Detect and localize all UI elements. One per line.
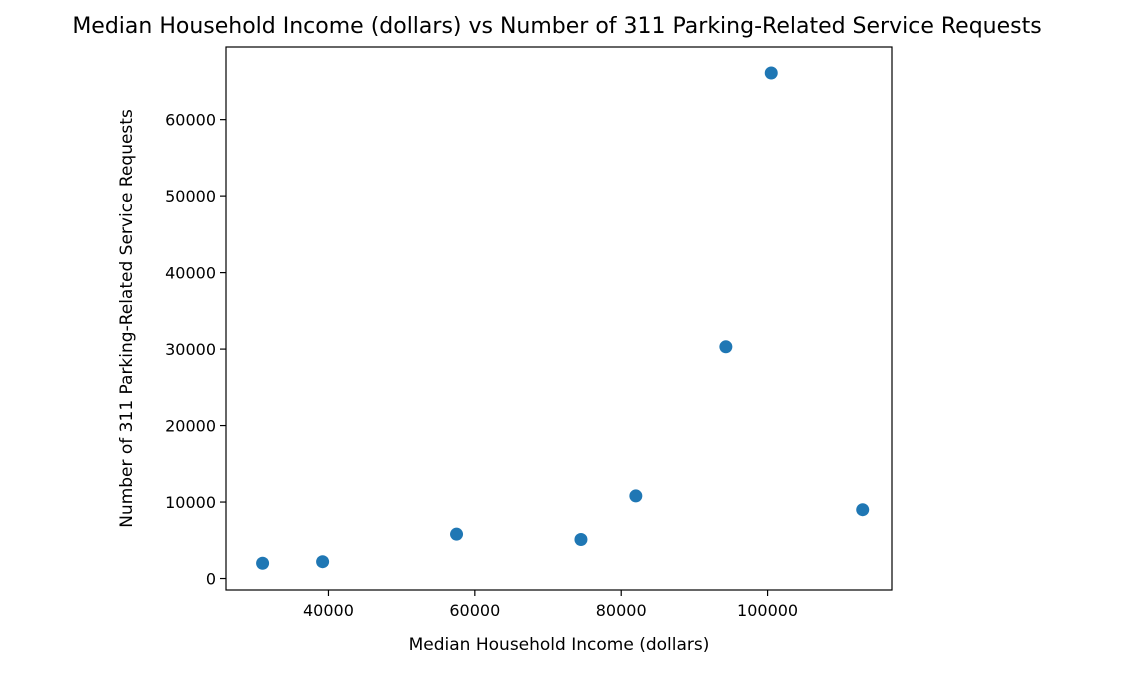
- x-axis-label: Median Household Income (dollars): [409, 635, 710, 655]
- data-point: [450, 527, 464, 541]
- data-point: [629, 489, 643, 503]
- plot-area-frame: [225, 46, 893, 591]
- data-point: [719, 340, 733, 354]
- y-axis-label: Number of 311 Parking-Related Service Re…: [117, 109, 137, 528]
- data-points: [256, 66, 870, 570]
- y-tick-label: 30000: [165, 340, 216, 359]
- y-tick-label: 50000: [165, 187, 216, 206]
- data-point: [256, 556, 270, 570]
- x-axis-ticks: 40000 60000 80000 100000: [303, 590, 798, 620]
- chart-title: Median Household Income (dollars) vs Num…: [72, 14, 1041, 39]
- data-point: [856, 503, 870, 517]
- data-point: [316, 555, 330, 569]
- y-axis-ticks: 0 10000 20000 30000 40000 50000 60000: [165, 111, 226, 589]
- x-tick-label: 40000: [303, 601, 354, 620]
- x-tick-label: 60000: [449, 601, 500, 620]
- x-tick-label: 80000: [596, 601, 647, 620]
- y-tick-label: 40000: [165, 264, 216, 283]
- y-tick-label: 10000: [165, 493, 216, 512]
- y-tick-label: 0: [206, 570, 216, 589]
- data-point: [574, 533, 588, 547]
- x-tick-label: 100000: [737, 601, 798, 620]
- data-point: [764, 66, 778, 80]
- y-tick-label: 60000: [165, 111, 216, 130]
- y-tick-label: 20000: [165, 417, 216, 436]
